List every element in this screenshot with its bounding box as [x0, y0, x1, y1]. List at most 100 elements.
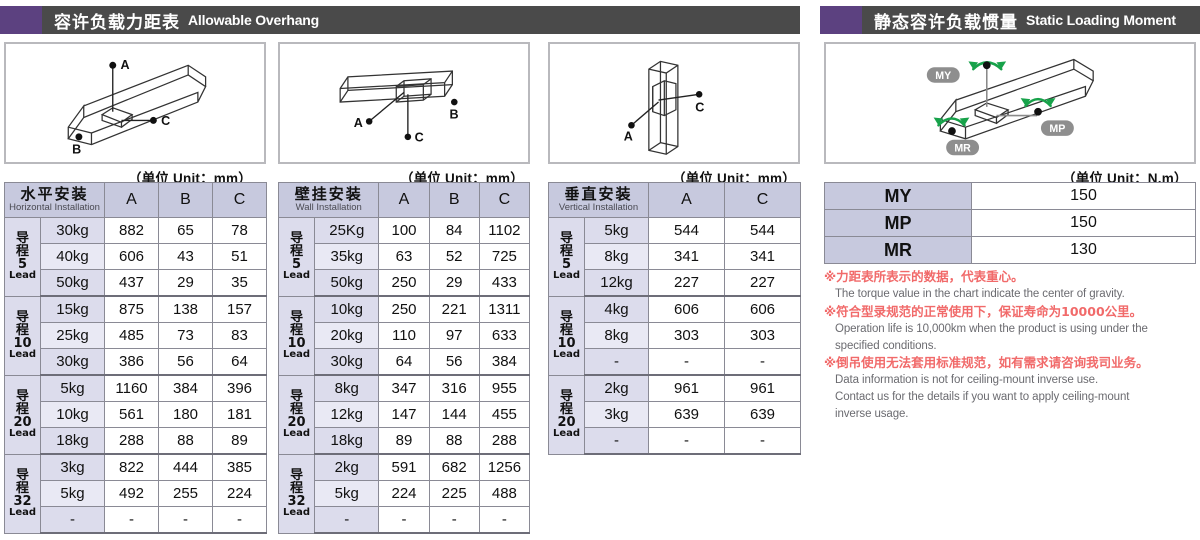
load-cell: 40kg	[39, 243, 106, 270]
moment-value: 150	[971, 182, 1196, 210]
value-cell-b: 682	[428, 453, 480, 481]
value-cell-b: 97	[428, 322, 480, 349]
table-row: ---	[549, 427, 801, 455]
table-title-cell: 壁挂安装 Wall Installation	[277, 182, 380, 218]
table-header-row: 水平安装 Horizontal Installation A B C	[3, 182, 268, 218]
note-cn: ※符合型录规范的正常使用下，保证寿命为10000公里。	[824, 303, 1143, 319]
value-cell-b: 444	[158, 453, 214, 481]
value-cell-b: -	[158, 506, 214, 534]
value-cell-a: 224	[378, 480, 430, 507]
svg-text:MR: MR	[954, 142, 971, 154]
table-row: 导程 10 Lead 10kg 250 221 1311	[277, 295, 531, 376]
value-cell-a: 437	[104, 269, 160, 297]
lead-group-label: 导程 5 Lead	[548, 217, 585, 297]
note-en: specified conditions.	[835, 339, 937, 352]
column-header-a: A	[104, 182, 160, 218]
value-cell-a: 606	[104, 243, 160, 270]
value-cell-a: 63	[378, 243, 430, 270]
load-cell: 8kg	[584, 243, 649, 270]
section-header-static-loading-moment: 静态容许负载惯量 Static Loading Moment	[820, 6, 1200, 34]
value-cell-a: 250	[378, 295, 430, 323]
table-row: 8kg 341 341	[549, 243, 801, 270]
load-cell: 25Kg	[314, 217, 380, 244]
table-title-cell: 垂直安装 Vertical Installation	[548, 182, 649, 218]
column-header-b: B	[428, 182, 480, 218]
load-cell: 5kg	[314, 480, 380, 507]
value-cell-c: 288	[478, 427, 531, 455]
notes-block: ※力距表所表示的数据，代表重心。 The torque value in the …	[824, 268, 1200, 422]
lead-group-label: 导程 32 Lead	[4, 453, 41, 534]
load-cell: 5kg	[39, 374, 106, 402]
vertical-overhang-diagram: A C	[548, 42, 800, 164]
table-header-row: 壁挂安装 Wall Installation A B C	[277, 182, 531, 218]
value-cell-c: 1311	[478, 295, 531, 323]
load-cell: 5kg	[584, 217, 649, 244]
load-cell: 18kg	[314, 427, 380, 455]
value-cell-c: 633	[478, 322, 531, 349]
svg-text:A: A	[624, 130, 633, 144]
load-cell: 18kg	[39, 427, 106, 455]
svg-text:A: A	[120, 58, 129, 72]
value-cell-c: 224	[212, 480, 268, 507]
value-cell-a: 639	[648, 401, 725, 428]
table-row: 导程 10 Lead 4kg 606 606	[548, 295, 801, 376]
value-cell-b: 52	[428, 243, 480, 270]
load-cell: 25kg	[39, 322, 106, 349]
lead-group-label: 导程 20 Lead	[548, 374, 585, 455]
value-cell-b: 65	[158, 217, 214, 244]
table-row: 50kg 437 29 35	[5, 269, 268, 297]
value-cell-c: 89	[212, 427, 268, 455]
value-cell-b: 56	[428, 348, 480, 376]
table-row: 12kg 227 227	[549, 269, 801, 297]
table-vertical-installation: 垂直安装 Vertical Installation A C 导程 5 Lead 5kg 544…	[548, 182, 801, 455]
table-header-row: 垂直安装 Vertical Installation A C	[548, 182, 801, 218]
value-cell-c: 78	[212, 217, 268, 244]
note-en: inverse usage.	[835, 407, 909, 420]
value-cell-a: 303	[648, 322, 725, 349]
value-cell-c: 1102	[478, 217, 531, 244]
value-cell-c: 396	[212, 374, 268, 402]
value-cell-c: 725	[478, 243, 531, 270]
table-row: 导程 20 Lead 8kg 347 316 955	[277, 374, 531, 455]
load-cell: 30kg	[39, 348, 106, 376]
load-cell: -	[314, 506, 380, 534]
value-cell-a: -	[648, 348, 725, 376]
svg-text:B: B	[449, 107, 458, 121]
moment-value: 130	[971, 236, 1196, 264]
horizontal-overhang-diagram: A C B	[4, 42, 266, 164]
note-en: Data information is not for ceiling-moun…	[835, 374, 1099, 387]
value-cell-a: 485	[104, 322, 160, 349]
value-cell-b: 221	[428, 295, 480, 323]
load-cell: 12kg	[584, 269, 649, 297]
lead-group-label: 导程 5 Lead	[277, 217, 316, 297]
value-cell-a: -	[378, 506, 430, 534]
table-row: 3kg 639 639	[549, 401, 801, 428]
value-cell-a: 288	[104, 427, 160, 455]
svg-text:C: C	[161, 114, 170, 128]
load-cell: 2kg	[584, 374, 649, 402]
table-row: ----	[279, 506, 531, 534]
value-cell-c: 1256	[478, 453, 531, 481]
value-cell-c: 385	[212, 453, 268, 481]
value-cell-b: 29	[428, 269, 480, 297]
value-cell-a: -	[104, 506, 160, 534]
value-cell-b: 43	[158, 243, 214, 270]
load-cell: -	[584, 348, 649, 376]
load-cell: -	[584, 427, 649, 455]
value-cell-b: 316	[428, 374, 480, 402]
svg-text:MY: MY	[935, 70, 951, 82]
value-cell-a: 591	[378, 453, 430, 481]
moment-label: MP	[824, 209, 972, 237]
table-static-loading-moment: MY 150 MP 150 MR 130	[824, 182, 1196, 264]
table-row: 导程 20 Lead 5kg 1160 384 396	[4, 374, 268, 455]
wall-overhang-diagram: A C B	[278, 42, 530, 164]
value-cell-a: 822	[104, 453, 160, 481]
table-row: 30kg 386 56 64	[5, 348, 268, 376]
column-header-a: A	[648, 182, 725, 218]
value-cell-c: 64	[212, 348, 268, 376]
load-cell: 3kg	[584, 401, 649, 428]
value-cell-c: 455	[478, 401, 531, 428]
table-row: 8kg 303 303	[549, 322, 801, 349]
value-cell-b: 88	[428, 427, 480, 455]
moment-value: 150	[971, 209, 1196, 237]
